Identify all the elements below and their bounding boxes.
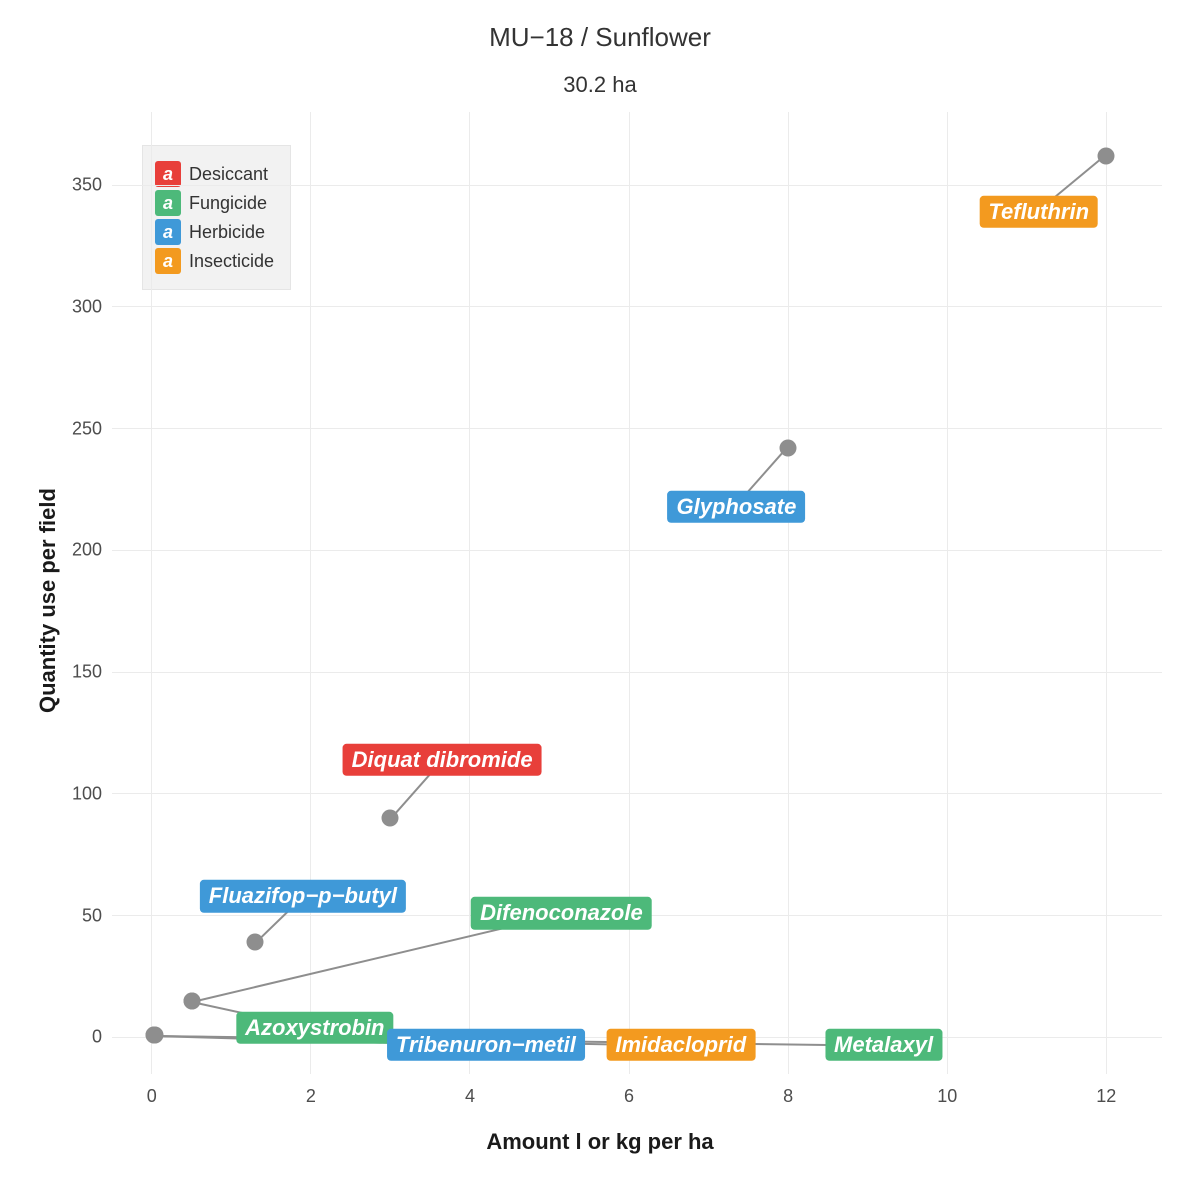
legend: a Desiccant a Fungicide a Herbicide a Insectici… — [142, 145, 291, 290]
y-tick: 50 — [62, 905, 102, 926]
grid-v — [788, 112, 789, 1074]
grid-v — [469, 112, 470, 1074]
data-label: Tefluthrin — [979, 196, 1098, 228]
data-point — [780, 440, 797, 457]
x-tick: 0 — [147, 1086, 157, 1107]
y-tick: 300 — [62, 296, 102, 317]
data-label: Diquat dibromide — [343, 744, 542, 776]
data-label: Glyphosate — [668, 490, 806, 522]
x-tick: 12 — [1096, 1086, 1116, 1107]
legend-label: Fungicide — [189, 193, 267, 214]
grid-h — [112, 793, 1162, 794]
data-label: Imidacloprid — [606, 1029, 755, 1061]
data-point — [183, 992, 200, 1009]
grid-h — [112, 185, 1162, 186]
x-tick: 2 — [306, 1086, 316, 1107]
x-tick: 6 — [624, 1086, 634, 1107]
y-tick: 250 — [62, 418, 102, 439]
legend-label: Herbicide — [189, 222, 265, 243]
chart-title: MU−18 / Sunflower — [0, 22, 1200, 53]
chart-root: MU−18 / Sunflower 30.2 ha 0 2 4 6 8 10 12 0 50 1… — [0, 0, 1200, 1198]
grid-h — [112, 306, 1162, 307]
y-tick: 350 — [62, 175, 102, 196]
legend-swatch: a — [155, 248, 181, 274]
grid-v — [310, 112, 311, 1074]
legend-label: Insecticide — [189, 251, 274, 272]
y-tick: 100 — [62, 783, 102, 804]
x-tick: 10 — [937, 1086, 957, 1107]
data-point — [145, 1027, 162, 1044]
grid-h — [112, 550, 1162, 551]
grid-v — [151, 112, 152, 1074]
legend-item: a Fungicide — [155, 190, 274, 216]
grid-h — [112, 428, 1162, 429]
x-tick: 4 — [465, 1086, 475, 1107]
legend-item: a Herbicide — [155, 219, 274, 245]
y-tick: 0 — [62, 1027, 102, 1048]
y-tick: 200 — [62, 540, 102, 561]
data-label: Tribenuron−metil — [387, 1029, 585, 1061]
grid-h — [112, 672, 1162, 673]
x-tick: 8 — [783, 1086, 793, 1107]
data-label: Metalaxyl — [825, 1029, 942, 1061]
legend-swatch: a — [155, 219, 181, 245]
legend-swatch: a — [155, 161, 181, 187]
data-label: Fluazifop−p−butyl — [200, 880, 406, 912]
y-axis-title: Quantity use per field — [35, 488, 61, 713]
data-point — [382, 810, 399, 827]
data-point — [1098, 147, 1115, 164]
grid-v — [629, 112, 630, 1074]
grid-v — [1106, 112, 1107, 1074]
chart-subtitle: 30.2 ha — [0, 72, 1200, 98]
legend-swatch: a — [155, 190, 181, 216]
data-point — [247, 934, 264, 951]
legend-item: a Insecticide — [155, 248, 274, 274]
grid-v — [947, 112, 948, 1074]
legend-item: a Desiccant — [155, 161, 274, 187]
legend-label: Desiccant — [189, 164, 268, 185]
data-label: Difenoconazole — [471, 897, 652, 929]
data-label: Azoxystrobin — [236, 1012, 393, 1044]
x-axis-title: Amount l or kg per ha — [0, 1129, 1200, 1155]
y-tick: 150 — [62, 662, 102, 683]
